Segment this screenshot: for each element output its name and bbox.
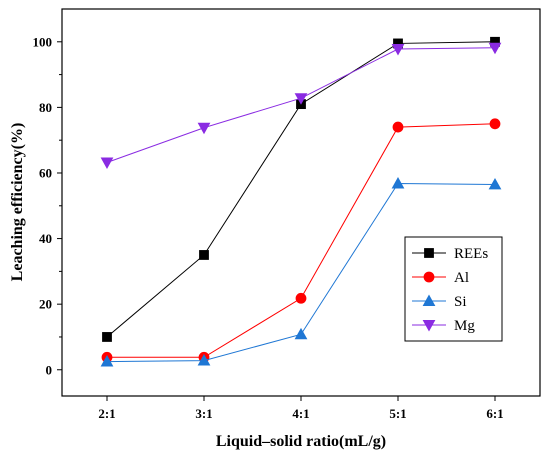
- y-tick-label: 0: [46, 362, 53, 377]
- legend-label: REEs: [454, 246, 488, 262]
- data-point-rees: [102, 332, 112, 342]
- x-tick-label: 5:1: [389, 406, 406, 421]
- legend-frame: [404, 236, 503, 342]
- legend-item-mg: Mg: [412, 318, 475, 334]
- data-point-al: [489, 118, 501, 130]
- legend-label: Al: [454, 270, 469, 286]
- legend-label: Mg: [454, 318, 475, 334]
- legend-marker: [424, 248, 434, 258]
- legend-marker: [422, 320, 436, 332]
- series-mg: [100, 42, 502, 170]
- y-tick-label: 60: [39, 165, 52, 180]
- legend-marker: [422, 294, 436, 306]
- data-point-si: [391, 176, 405, 189]
- data-point-si: [488, 177, 502, 190]
- data-point-si: [197, 354, 211, 366]
- x-tick-label: 2:1: [98, 406, 115, 421]
- data-point-mg: [294, 93, 308, 105]
- legend-item-al: Al: [412, 270, 469, 286]
- y-tick-label: 40: [39, 231, 52, 246]
- data-point-rees: [199, 250, 209, 260]
- data-point-mg: [100, 157, 114, 170]
- y-tick-label: 20: [39, 297, 52, 312]
- y-axis-title: Leaching efficiency(%): [9, 123, 26, 282]
- legend-label: Si: [454, 294, 467, 310]
- y-tick-label: 80: [39, 100, 52, 115]
- data-point-mg: [391, 44, 405, 56]
- x-tick-label: 3:1: [195, 406, 212, 421]
- legend-item-rees: REEs: [412, 246, 488, 262]
- data-point-al: [295, 292, 307, 304]
- series-si: [100, 176, 502, 367]
- x-axis-ticks: 2:1 3:1 4:1 5:1 6:1: [98, 396, 504, 421]
- x-axis-title: Liquid–solid ratio(mL/g): [216, 433, 386, 450]
- data-point-mg: [488, 42, 502, 55]
- y-axis-ticks: 0 20 40 60 80 100: [33, 34, 62, 377]
- x-tick-label: 4:1: [292, 406, 309, 421]
- data-point-si: [100, 355, 114, 367]
- plot-content: [100, 36, 502, 367]
- y-tick-label: 100: [33, 34, 53, 49]
- data-point-mg: [197, 122, 211, 135]
- legend-marker: [423, 271, 435, 283]
- legend-item-si: Si: [412, 294, 467, 310]
- x-tick-label: 6:1: [486, 406, 503, 421]
- legend: REEs Al Si Mg: [404, 236, 503, 342]
- data-point-si: [294, 327, 308, 340]
- data-point-al: [392, 121, 404, 133]
